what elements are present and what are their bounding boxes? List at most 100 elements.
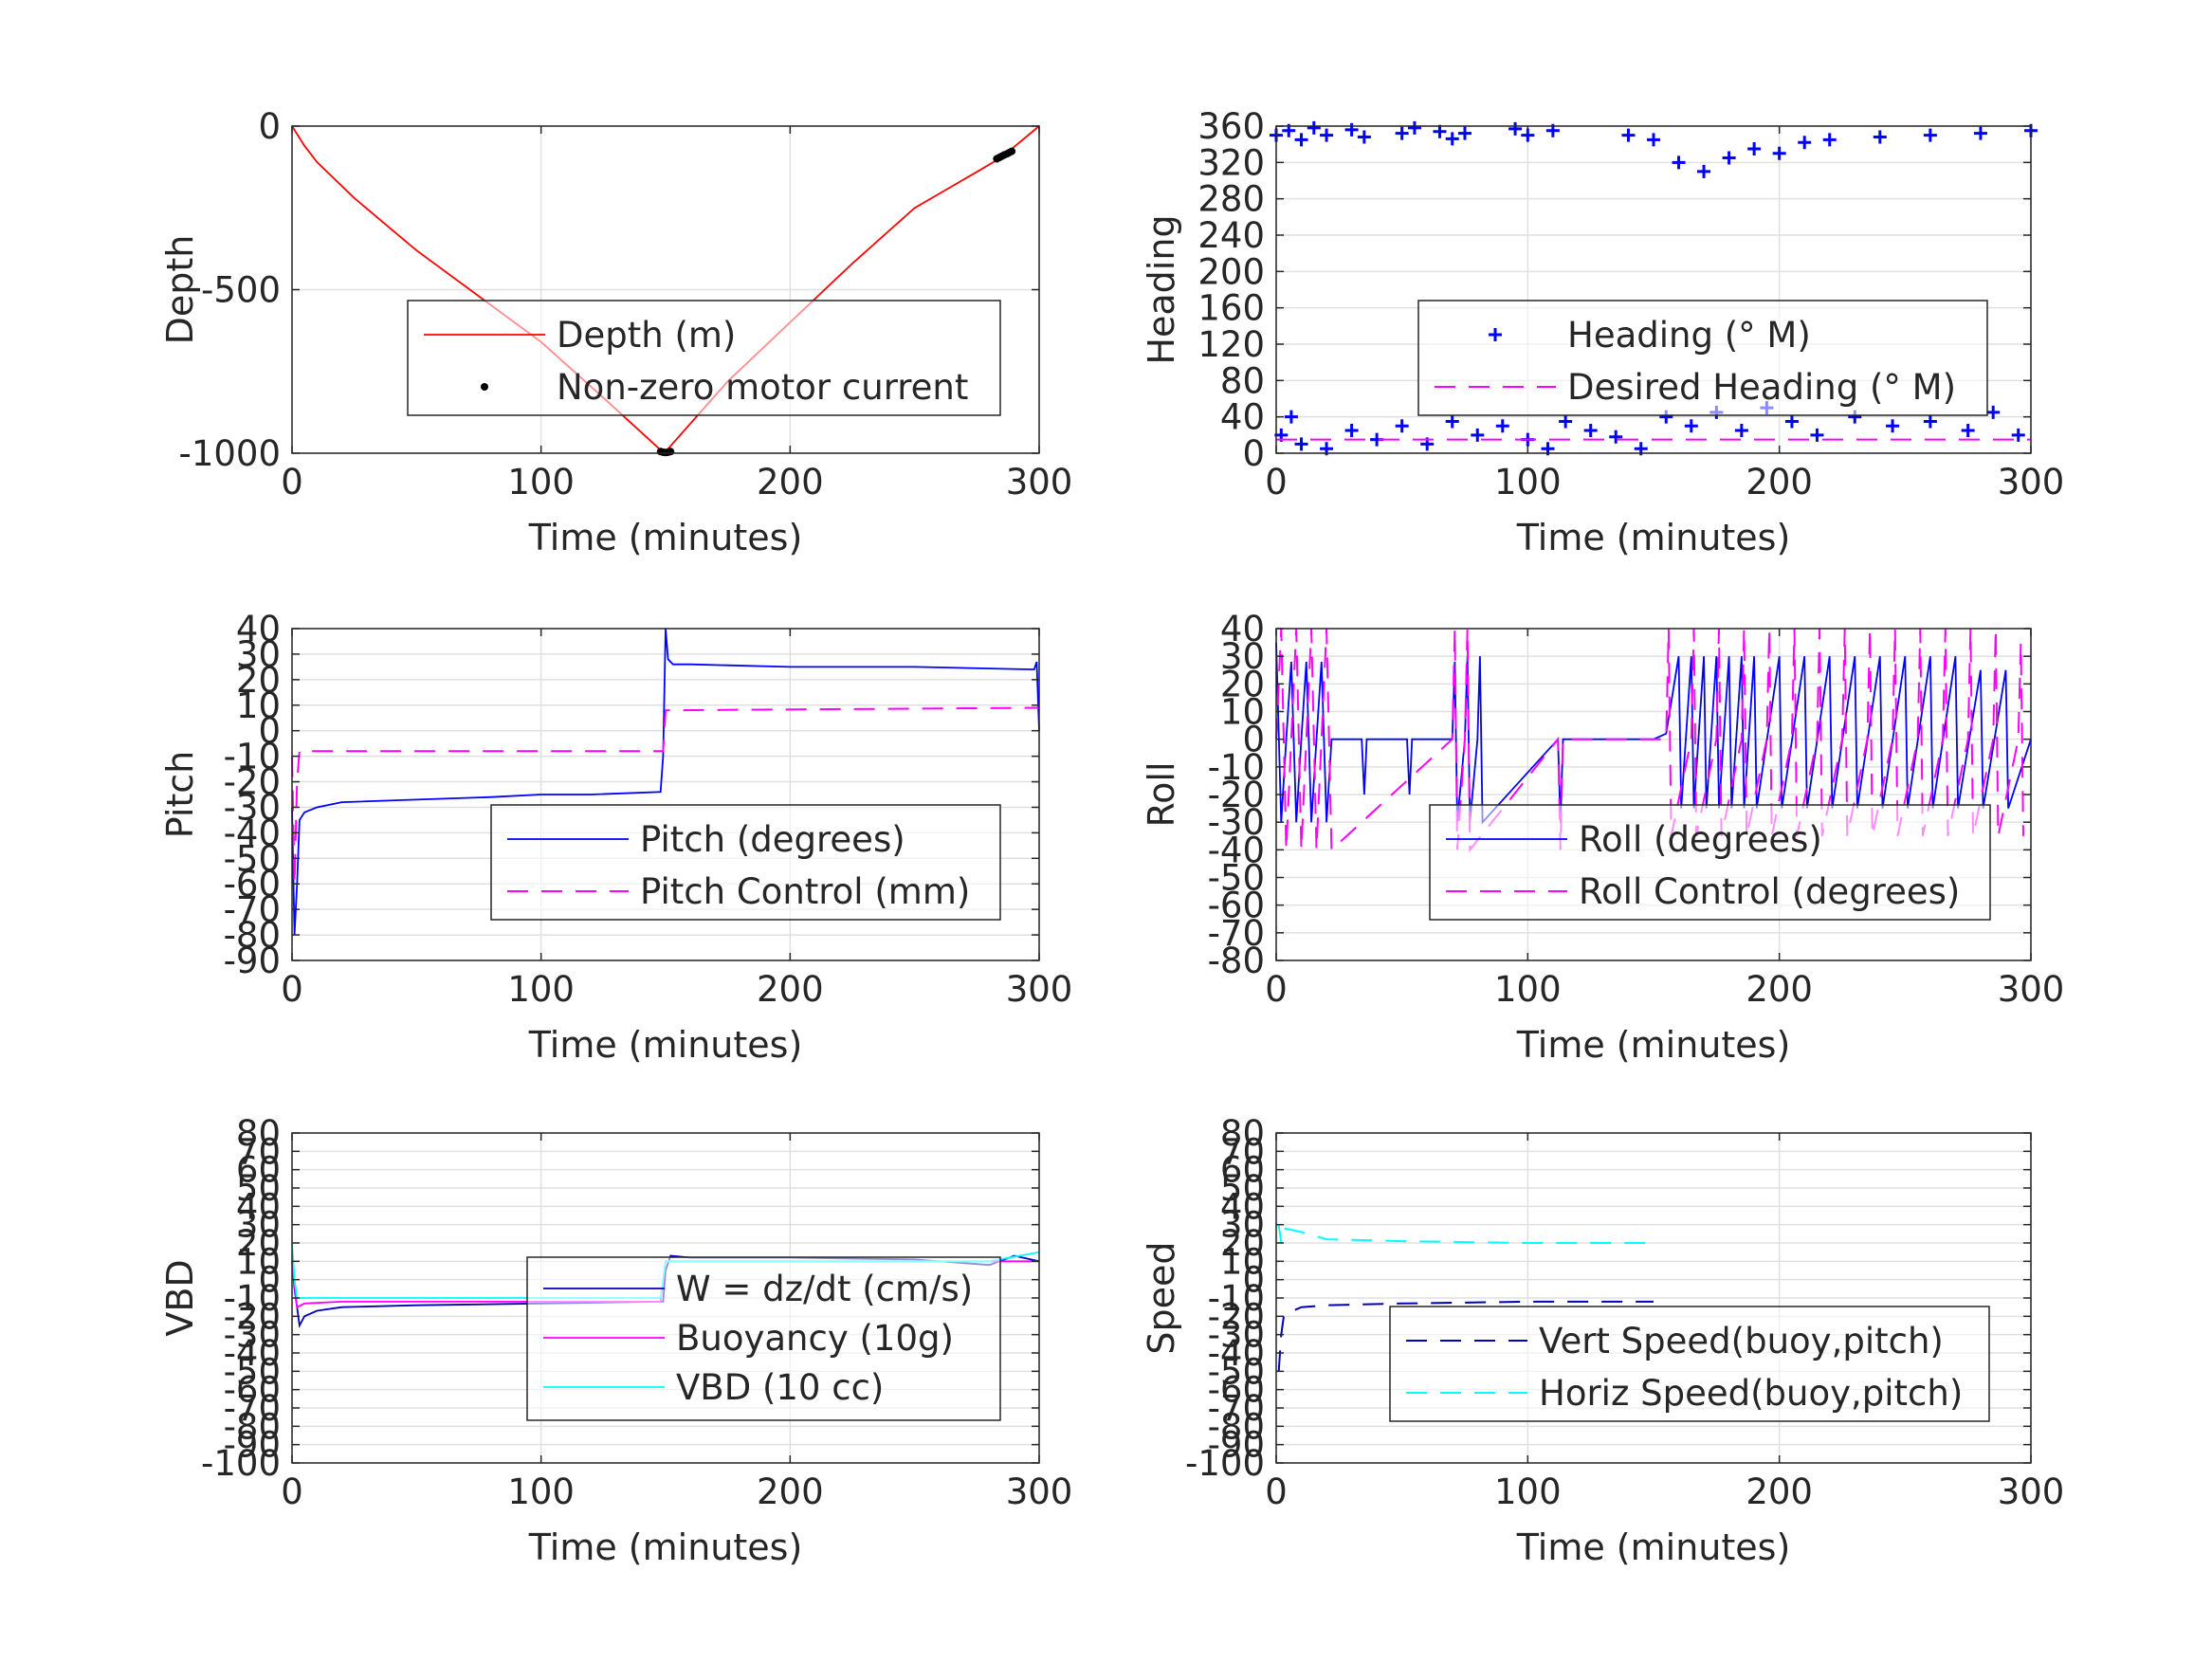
- y-tick-label: -80: [1208, 941, 1265, 981]
- ticks: 0 100 200 300403020100-10-20-30-40-50-60-70…: [1208, 609, 2065, 1010]
- y-tick-label: -70: [224, 889, 281, 930]
- series-heading-m-marker: [1873, 130, 1887, 144]
- y-tick-label: 30: [236, 634, 281, 675]
- y-tick-label: -70: [1208, 913, 1265, 954]
- legend-label: Roll Control (degrees): [1579, 871, 1960, 912]
- y-tick-label: 50: [1220, 1168, 1265, 1209]
- y-tick-label: 240: [1197, 215, 1265, 256]
- series-heading-m-marker: [1395, 419, 1409, 433]
- y-tick-label: 120: [1197, 324, 1265, 365]
- series-heading-m-marker: [1445, 414, 1459, 429]
- y-tick-label: 60: [236, 1150, 281, 1191]
- series-heading-m-marker: [1508, 121, 1523, 136]
- subplot-depth: 0 100 200 300 0 -500 -1000 Time (minutes) Depth D…: [159, 106, 1072, 558]
- series-heading-m-marker: [1772, 146, 1786, 160]
- series-heading-m-marker: [1798, 136, 1812, 150]
- legend-label: Pitch (degrees): [640, 819, 905, 860]
- x-tick-label: 200: [757, 969, 824, 1010]
- y-tick-label: -90: [224, 1425, 281, 1466]
- y-tick-label: -80: [1208, 1406, 1265, 1447]
- x-axis-label: Time (minutes): [528, 1526, 803, 1568]
- ticks: 0 100 200 300 0 -500 -1000: [178, 106, 1072, 503]
- series-vert-speed-buoy-pitch-line: [1277, 1300, 1654, 1372]
- subplot-heading: 0 100 200 30004080120160200240280320360Time…: [1141, 106, 2064, 558]
- legend-label: Depth (m): [557, 315, 736, 356]
- y-tick-label: -20: [224, 1296, 281, 1337]
- y-tick-label: 20: [236, 1223, 281, 1264]
- y-tick-label: -60: [1208, 1370, 1265, 1411]
- series-heading-m-marker: [2011, 428, 2025, 442]
- y-tick-label: 10: [236, 1241, 281, 1282]
- y-tick-label: 0: [258, 106, 281, 147]
- x-tick-label: 300: [1006, 462, 1073, 503]
- x-tick-label: 200: [1746, 1471, 1813, 1512]
- series-pitch-control-mm-line: [291, 706, 1040, 885]
- y-tick-label: 80: [1220, 360, 1265, 401]
- series-heading-m-marker: [1986, 405, 2001, 419]
- x-tick-label: 100: [1494, 969, 1562, 1010]
- y-tick-label: 60: [1220, 1150, 1265, 1191]
- series-heading-m-marker: [1621, 128, 1636, 142]
- y-tick-label: -20: [224, 762, 281, 803]
- series-heading-m-marker: [1294, 133, 1308, 147]
- y-tick-label: -60: [1208, 886, 1265, 926]
- legend: Depth (m) Non-zero motor current: [407, 300, 1001, 416]
- x-tick-label: 0: [1265, 969, 1288, 1010]
- subplot-pitch: 0 100 200 300403020100-10-20-30-40-50-60-70…: [159, 609, 1072, 1066]
- y-tick-label: 40: [1220, 397, 1265, 438]
- y-tick-label: 40: [1220, 609, 1265, 649]
- x-tick-label: 200: [757, 1471, 824, 1512]
- series-non-zero-motor-current-point: [667, 448, 675, 456]
- series-heading-m-marker: [1747, 141, 1762, 155]
- series-heading-m-marker: [1961, 424, 1975, 438]
- y-tick-label: -50: [1208, 858, 1265, 899]
- x-tick-label: 200: [1746, 969, 1813, 1010]
- legend: Roll (degrees) Roll Control (degrees): [1429, 804, 1991, 921]
- legend-label: Buoyancy (10g): [676, 1318, 954, 1359]
- x-tick-label: 0: [1265, 1471, 1288, 1512]
- series-heading-m-marker: [1433, 124, 1447, 138]
- y-tick-label: -20: [1208, 1296, 1265, 1337]
- legend: Heading (° M) Desired Heading (° M): [1417, 300, 1988, 416]
- legend-box: [1389, 1306, 1990, 1422]
- y-tick-label: -70: [1208, 1388, 1265, 1429]
- y-tick-label: 0: [258, 1260, 281, 1301]
- y-axis-label: VBD: [159, 1259, 201, 1336]
- legend-label: Vert Speed(buoy,pitch): [1539, 1321, 1944, 1361]
- y-tick-label: -40: [224, 1333, 281, 1374]
- series-heading-m-marker: [1647, 133, 1660, 147]
- legend: Vert Speed(buoy,pitch) Horiz Speed(buoy,p…: [1389, 1306, 1990, 1422]
- series-group: [1270, 120, 2038, 456]
- y-tick-label: 0: [1242, 1260, 1265, 1301]
- y-tick-label: -10: [224, 1278, 281, 1319]
- series-heading-m-marker: [1822, 133, 1837, 147]
- y-tick-label: 0: [258, 711, 281, 752]
- y-tick-label: -90: [224, 941, 281, 981]
- x-tick-label: 300: [1998, 462, 2065, 503]
- y-tick-label: 20: [236, 660, 281, 701]
- y-tick-label: 20: [1220, 1223, 1265, 1264]
- y-tick-label: -50: [224, 1351, 281, 1392]
- y-tick-label: 70: [1220, 1131, 1265, 1172]
- legend-box: [490, 804, 1001, 921]
- subplot-speed: 0 100 200 30080706050403020100-10-20-30-40-…: [1141, 1113, 2064, 1568]
- series-heading-m-marker: [1320, 128, 1334, 142]
- series-heading-m-marker: [1672, 155, 1686, 170]
- y-tick-label: 280: [1197, 179, 1265, 220]
- y-tick-label: -80: [224, 1406, 281, 1447]
- legend-label: Horiz Speed(buoy,pitch): [1539, 1373, 1963, 1414]
- y-axis-label: Pitch: [159, 751, 201, 839]
- y-axis-label: Depth: [159, 235, 201, 345]
- series-heading-m-marker: [1684, 419, 1698, 433]
- y-tick-label: 30: [1220, 1205, 1265, 1246]
- subplot-roll: 0 100 200 300403020100-10-20-30-40-50-60-70…: [1141, 609, 2064, 1066]
- y-tick-label: 80: [1220, 1113, 1265, 1154]
- y-tick-label: -30: [224, 787, 281, 828]
- legend-label: Roll (degrees): [1579, 819, 1822, 860]
- axes-box: [291, 628, 1040, 961]
- x-tick-label: 300: [1006, 1471, 1073, 1512]
- x-axis-label: Time (minutes): [1516, 1526, 1791, 1568]
- y-tick-label: 40: [236, 1186, 281, 1227]
- x-axis-label: Time (minutes): [528, 1024, 803, 1066]
- y-tick-label: 10: [1220, 1241, 1265, 1282]
